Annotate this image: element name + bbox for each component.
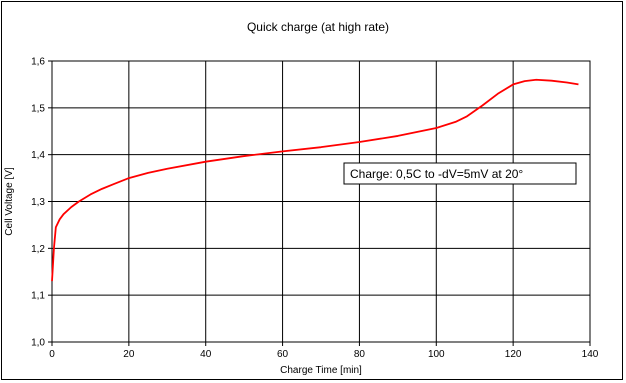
tick-labels: 0 20 40 60 80 100 120 140 1,0 1,1 1,2 1,3 1,4 1,5 1,6 bbox=[31, 57, 599, 361]
annotation-frame bbox=[343, 162, 577, 185]
grid-lines bbox=[48, 60, 591, 346]
x-tick-label: 100 bbox=[428, 349, 445, 360]
y-tick-label: 1,4 bbox=[31, 150, 45, 161]
y-axis-title: Cell Voltage [V] bbox=[4, 167, 15, 236]
chart-title: Quick charge (at high rate) bbox=[247, 20, 389, 34]
y-tick-label: 1,0 bbox=[31, 338, 45, 349]
x-tick-label: 0 bbox=[49, 349, 55, 360]
annotation-box: Charge: 0,5C to -dV=5mV at 20° bbox=[343, 162, 577, 185]
x-tick-label: 120 bbox=[505, 349, 522, 360]
y-tick-label: 1,1 bbox=[31, 291, 45, 302]
y-tick-label: 1,6 bbox=[31, 57, 45, 68]
x-axis-title: Charge Time [min] bbox=[280, 365, 362, 376]
y-tick-label: 1,2 bbox=[31, 244, 45, 255]
x-tick-label: 60 bbox=[277, 349, 289, 360]
x-tick-label: 140 bbox=[582, 349, 599, 360]
x-tick-label: 20 bbox=[123, 349, 135, 360]
series-line bbox=[51, 78, 579, 282]
y-tick-label: 1,5 bbox=[31, 103, 45, 114]
annotation-text: Charge: 0,5C to -dV=5mV at 20° bbox=[350, 167, 523, 181]
x-tick-label: 40 bbox=[200, 349, 212, 360]
series-layer bbox=[51, 78, 579, 282]
x-tick-label: 80 bbox=[354, 349, 366, 360]
y-tick-label: 1,3 bbox=[31, 197, 45, 208]
